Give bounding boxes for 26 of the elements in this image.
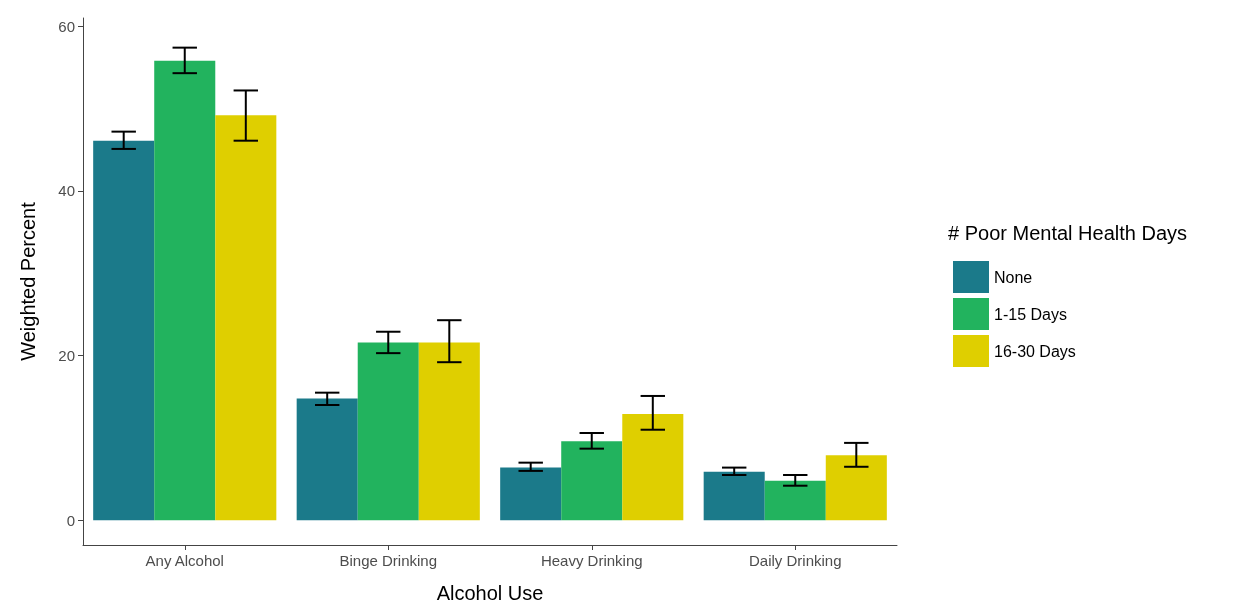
- bar: [825, 455, 887, 521]
- bar: [764, 480, 826, 521]
- legend-title: # Poor Mental Health Days: [948, 222, 1188, 244]
- bar: [500, 467, 562, 521]
- bar: [418, 342, 480, 521]
- bar: [357, 342, 419, 521]
- bar: [154, 60, 216, 521]
- y-tick-label: 40: [58, 182, 75, 200]
- x-tick-label: Binge Drinking: [339, 552, 438, 569]
- y-tick-label: 20: [58, 347, 75, 365]
- x-axis-title: Alcohol Use: [436, 582, 544, 604]
- bar: [93, 140, 155, 521]
- x-tick-label: Any Alcohol: [145, 552, 224, 569]
- x-tick-label: Daily Drinking: [748, 552, 842, 569]
- legend-label: 16-30 Days: [994, 342, 1076, 360]
- y-tick-label: 0: [66, 511, 75, 529]
- legend-label: None: [994, 268, 1033, 286]
- bar: [622, 414, 684, 521]
- legend-label: 1-15 Days: [994, 305, 1067, 323]
- bar: [296, 398, 358, 521]
- bar: [215, 115, 277, 521]
- x-tick-label: Heavy Drinking: [540, 552, 643, 569]
- bar: [561, 441, 623, 521]
- bar: [703, 471, 765, 521]
- y-axis-title: Weighted Percent: [17, 201, 39, 361]
- y-tick-label: 60: [58, 17, 75, 35]
